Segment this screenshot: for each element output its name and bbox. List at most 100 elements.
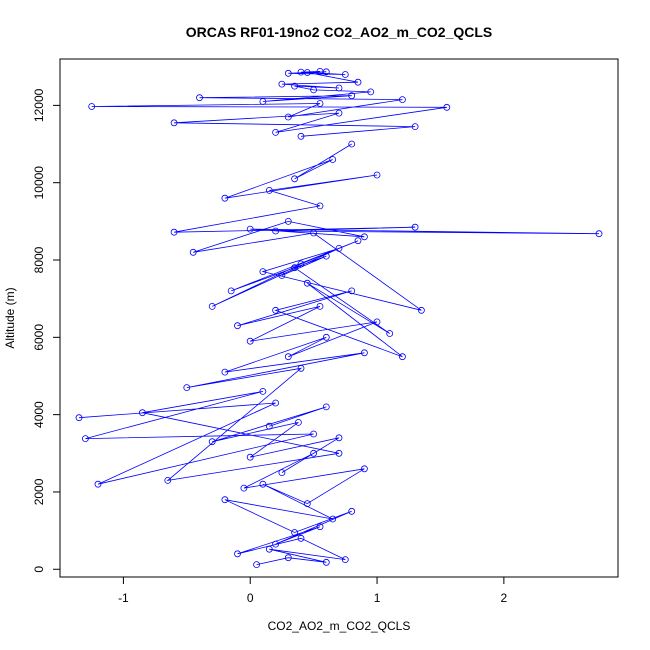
data-point <box>335 449 343 457</box>
data-point <box>316 100 324 107</box>
data-point <box>310 449 318 457</box>
data-point <box>138 409 146 417</box>
data-point <box>310 229 318 237</box>
data-point <box>278 272 286 279</box>
data-point <box>310 86 318 94</box>
data-point <box>259 387 267 395</box>
data-point <box>335 244 343 252</box>
data-point <box>265 422 273 430</box>
data-point <box>316 68 324 75</box>
data-point <box>189 248 197 256</box>
data-point <box>272 227 280 235</box>
data-point <box>316 523 324 531</box>
data-point <box>411 223 419 231</box>
y-tick-label: 10000 <box>32 166 46 200</box>
data-point <box>322 252 330 260</box>
x-tick-label: 1 <box>374 591 381 605</box>
data-point <box>234 550 241 558</box>
data-point <box>221 496 229 504</box>
data-point <box>322 558 330 566</box>
x-axis: -1 0 1 2 <box>118 576 508 605</box>
data-point <box>316 202 324 210</box>
data-point <box>322 333 330 341</box>
data-point <box>335 434 343 442</box>
data-point <box>335 109 343 117</box>
x-tick-label: 0 <box>247 591 254 605</box>
data-point <box>246 453 254 461</box>
data-point <box>316 302 324 310</box>
data-point <box>341 71 349 78</box>
data-point <box>88 103 96 110</box>
data-point <box>348 140 356 148</box>
y-axis: 0 2000 4000 6000 8000 10000 12000 <box>32 88 61 573</box>
data-point <box>246 337 254 345</box>
data-point <box>291 175 299 183</box>
data-point <box>170 228 178 236</box>
data-point <box>234 322 241 330</box>
data-point <box>221 368 229 376</box>
x-tick-label: 2 <box>501 591 508 605</box>
data-point <box>297 364 305 372</box>
x-axis-label: CO2_AO2_m_CO2_QCLS <box>268 619 411 633</box>
data-point <box>297 260 305 268</box>
data-point <box>373 318 381 326</box>
data-point <box>183 384 191 392</box>
data-point <box>291 529 299 536</box>
data-point <box>94 480 102 488</box>
data-point <box>373 171 381 179</box>
data-point <box>341 556 349 563</box>
y-tick-label: 6000 <box>32 324 46 351</box>
data-point <box>348 507 356 515</box>
data-point <box>227 287 235 295</box>
data-point <box>329 515 337 523</box>
chart-title: ORCAS RF01-19no2 CO2_AO2_m_CO2_QCLS <box>186 24 493 40</box>
data-point <box>360 233 368 241</box>
data-point <box>253 561 261 568</box>
data-point <box>386 330 394 337</box>
data-point <box>348 287 356 295</box>
data-point <box>354 78 362 86</box>
data-point <box>310 430 318 438</box>
data-point <box>335 84 343 92</box>
data-point <box>411 123 419 130</box>
data-point <box>170 119 178 127</box>
data-point <box>595 230 603 238</box>
plot-area <box>75 68 603 568</box>
data-point <box>265 186 273 194</box>
data-point <box>297 132 305 140</box>
data-point <box>303 500 311 508</box>
data-point <box>284 113 292 121</box>
data-point <box>354 237 362 245</box>
data-point <box>284 69 292 77</box>
plot-frame <box>59 58 619 578</box>
series-line <box>212 406 365 565</box>
data-point <box>398 353 406 361</box>
data-point <box>164 476 172 484</box>
data-point <box>360 349 368 357</box>
data-point <box>443 103 451 111</box>
data-point <box>284 217 292 225</box>
data-point <box>82 435 89 443</box>
series-line <box>78 267 403 485</box>
data-point <box>284 554 292 562</box>
data-point <box>272 306 280 314</box>
y-axis-label: Altitude (m) <box>3 287 17 348</box>
data-point <box>221 194 229 202</box>
y-tick-label: 12000 <box>32 88 46 122</box>
data-point <box>278 80 286 88</box>
data-point <box>240 484 248 492</box>
data-point <box>417 306 425 314</box>
series-line <box>91 71 447 137</box>
data-point <box>259 268 267 276</box>
data-point <box>284 353 292 361</box>
y-tick-label: 8000 <box>32 246 46 273</box>
data-point <box>259 480 267 488</box>
data-point <box>297 534 305 542</box>
y-tick-label: 0 <box>32 566 46 573</box>
data-point <box>272 540 280 548</box>
data-point <box>348 92 356 100</box>
data-point <box>272 128 280 136</box>
data-point <box>294 418 302 426</box>
y-tick-label: 4000 <box>32 401 46 428</box>
